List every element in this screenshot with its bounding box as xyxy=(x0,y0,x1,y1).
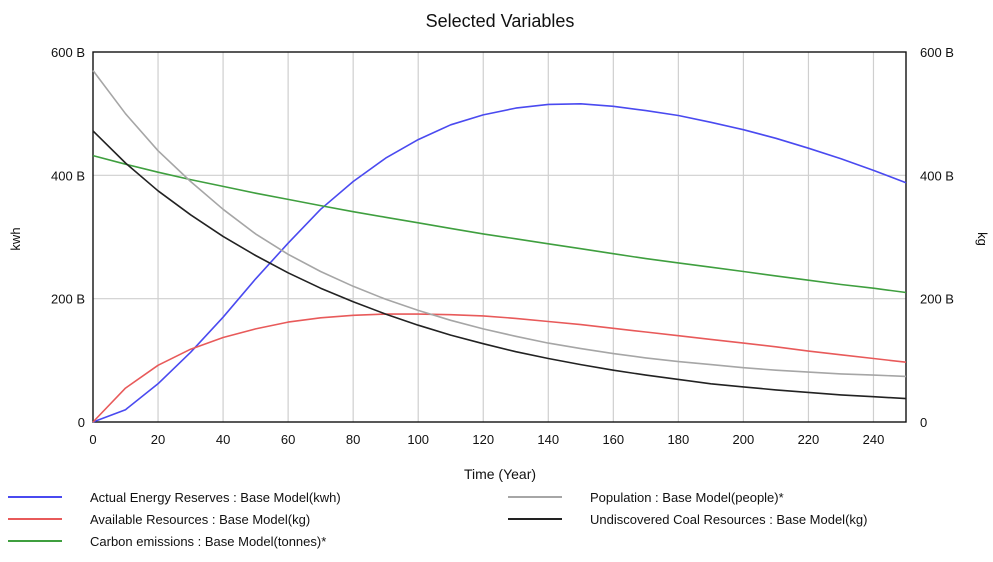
y-axis-right-label: kg xyxy=(975,232,990,246)
plot-frame xyxy=(92,51,907,423)
x-tick-label: 40 xyxy=(216,432,230,447)
x-tick-label: 220 xyxy=(798,432,820,447)
y-tick-label-right: 0 xyxy=(920,415,927,430)
y-tick-label-left: 200 B xyxy=(51,292,85,307)
y-axis-right-ticks: 0 200 B 400 B 600 B xyxy=(920,45,954,430)
x-tick-label: 180 xyxy=(668,432,690,447)
grid-lines xyxy=(93,52,906,422)
x-axis-label: Time (Year) xyxy=(464,466,536,482)
series-line-1 xyxy=(92,313,907,423)
x-tick-label: 0 xyxy=(89,432,96,447)
x-tick-label: 160 xyxy=(602,432,624,447)
y-tick-label-left: 400 B xyxy=(51,168,85,183)
series-line-2 xyxy=(92,154,907,294)
y-axis-left-ticks: 0 200 B 400 B 600 B xyxy=(51,45,85,430)
x-axis-ticks: 0 20 40 60 80 100 120 140 160 180 200 220 240 xyxy=(89,432,884,447)
series-lines xyxy=(92,70,907,423)
chart-title: Selected Variables xyxy=(426,11,575,31)
y-tick-label-right: 600 B xyxy=(920,45,954,60)
y-tick-label-right: 200 B xyxy=(920,292,954,307)
y-tick-label-left: 600 B xyxy=(51,45,85,60)
x-tick-label: 240 xyxy=(863,432,885,447)
x-tick-label: 200 xyxy=(733,432,755,447)
series-line-4 xyxy=(92,130,907,400)
y-axis-left-label: kwh xyxy=(8,227,23,250)
x-tick-label: 80 xyxy=(346,432,360,447)
series-line-3 xyxy=(92,70,907,378)
x-tick-label: 120 xyxy=(472,432,494,447)
x-tick-label: 20 xyxy=(151,432,165,447)
x-tick-label: 100 xyxy=(407,432,429,447)
x-tick-label: 60 xyxy=(281,432,295,447)
series-line-0 xyxy=(92,103,907,423)
y-tick-label-right: 400 B xyxy=(920,168,954,183)
x-tick-label: 140 xyxy=(537,432,559,447)
y-tick-label-left: 0 xyxy=(78,415,85,430)
